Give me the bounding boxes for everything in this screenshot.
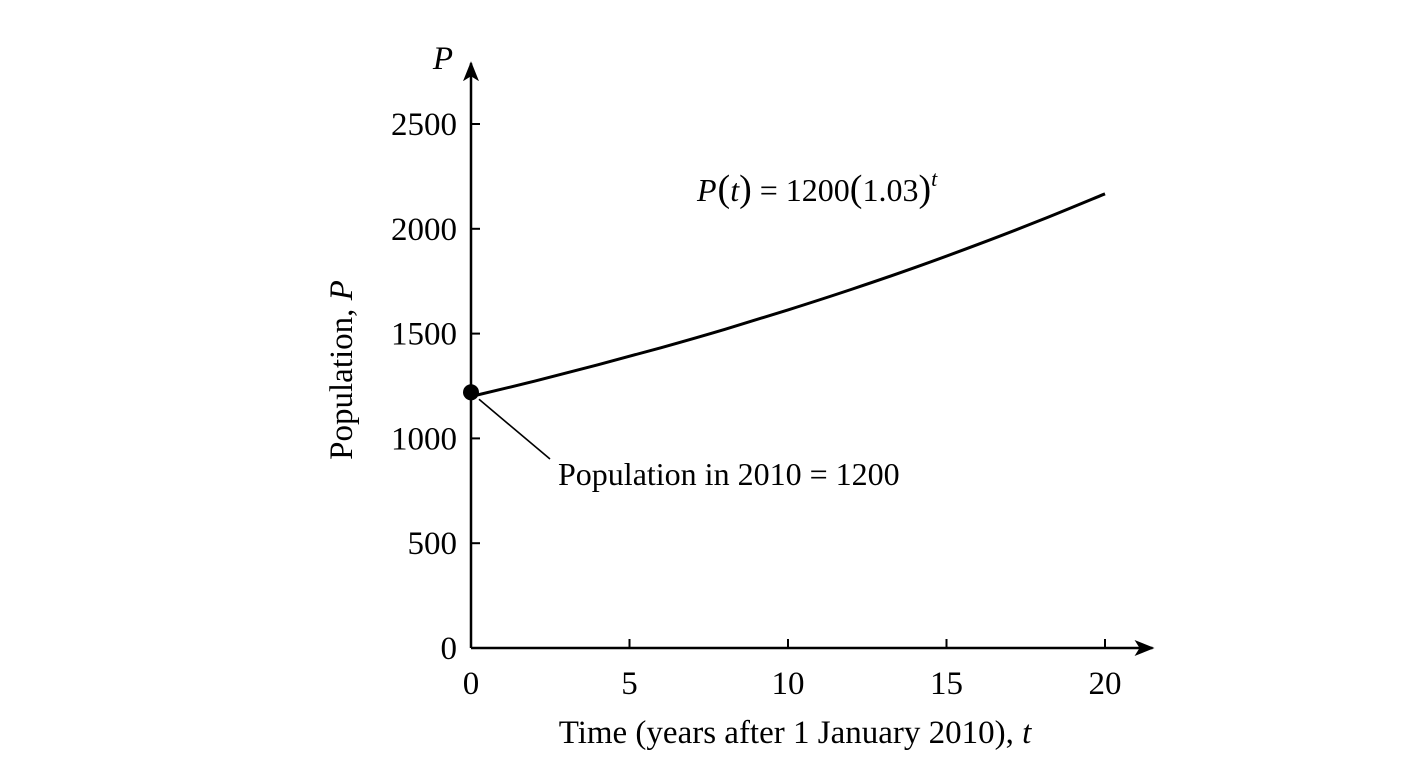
function-t: t <box>730 172 740 208</box>
y-ticks: 0 500 1000 1500 2000 2500 <box>391 107 480 667</box>
y-tick-label: 2500 <box>391 107 457 143</box>
annotation-leader-line <box>478 398 551 460</box>
x-axis-title-variable: t <box>1022 715 1032 751</box>
y-tick-label: 1500 <box>391 317 457 353</box>
y-axis-title: Population, P <box>324 280 360 460</box>
function-close-paren: ) <box>739 168 752 210</box>
function-base: 1.03 <box>862 172 918 208</box>
initial-population-point <box>463 384 479 401</box>
function-open-paren: ( <box>718 168 731 210</box>
initial-population-annotation: Population in 2010 = 1200 <box>558 456 900 492</box>
y-axis-title-variable: P <box>324 280 360 301</box>
y-tick-label: 2000 <box>391 212 457 248</box>
y-tick-label: 500 <box>408 526 458 562</box>
function-equals: = <box>752 172 786 208</box>
function-coefficient: 1200 <box>786 172 850 208</box>
y-axis-end-label: P <box>432 41 453 77</box>
function-open-paren-2: ( <box>850 168 863 210</box>
function-close-paren-2: ) <box>918 168 931 210</box>
x-tick-label: 20 <box>1089 666 1122 702</box>
y-axis-title-text: Population, <box>324 300 360 460</box>
x-tick-label: 0 <box>463 666 480 702</box>
y-tick-label: 0 <box>441 631 458 667</box>
x-tick-label: 10 <box>772 666 805 702</box>
function-annotation: P(t) = 1200(1.03)t <box>696 166 938 210</box>
population-curve-series <box>470 192 1106 398</box>
x-tick-label: 15 <box>930 666 963 702</box>
x-tick-label: 5 <box>621 666 638 702</box>
function-exponent: t <box>931 166 938 191</box>
x-ticks: 0 5 10 15 20 <box>463 639 1122 702</box>
x-axis-title-text: Time (years after 1 January 2010), <box>559 715 1022 751</box>
function-P: P <box>696 172 717 208</box>
x-axis-title: Time (years after 1 January 2010), t <box>559 715 1032 751</box>
y-tick-label: 1000 <box>391 421 457 457</box>
